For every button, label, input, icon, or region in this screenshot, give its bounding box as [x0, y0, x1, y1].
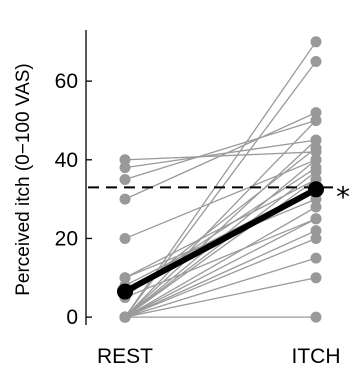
subject-line-18	[124, 206, 317, 318]
y-ticks-group: 0 20 40 60	[55, 70, 92, 329]
significance-star: *	[336, 180, 350, 213]
subject-dot-itch-16	[310, 154, 322, 166]
y-axis-label: Perceived itch (0−100 VAS)	[13, 63, 34, 296]
subject-line-20	[124, 257, 317, 318]
subject-dot-itch-14	[310, 114, 322, 126]
subject-line-2	[124, 139, 317, 169]
subject-dot-itch-19	[310, 232, 322, 244]
y-tick-label-60: 60	[55, 70, 78, 93]
subject-line-21	[124, 277, 317, 318]
subject-line-4	[124, 112, 317, 200]
subject-line-23	[124, 171, 317, 318]
subject-line-24	[124, 230, 317, 318]
subject-line-14	[124, 120, 317, 318]
subject-dot-itch-12	[310, 36, 322, 48]
subject-dot-itch-21	[310, 272, 322, 284]
subject-dot-itch-20	[310, 252, 322, 264]
subject-dot-rest-1	[119, 154, 131, 166]
y-tick-label-40: 40	[55, 149, 78, 172]
subject-dot-itch-23	[310, 166, 322, 178]
mean-dot-itch	[308, 181, 324, 198]
subject-dot-itch-13	[310, 55, 322, 67]
subject-line-3	[124, 119, 317, 181]
category-label-itch: ITCH	[292, 345, 341, 368]
y-tick-label-0: 0	[66, 306, 78, 329]
subject-dot-rest-4	[119, 193, 131, 205]
mean-dot-rest	[117, 283, 133, 300]
subject-line-19	[124, 237, 317, 318]
subject-line-5	[124, 159, 317, 240]
subject-dot-itch-4	[310, 107, 322, 119]
subject-dot-rest-5	[119, 232, 131, 244]
subject-dot-itch-11	[310, 142, 322, 154]
subject-dot-itch-24	[310, 225, 322, 237]
subject-dot-itch-25	[310, 213, 322, 225]
subject-line-25	[124, 218, 317, 318]
category-label-rest: REST	[97, 345, 153, 368]
subject-dot-itch-22	[310, 311, 322, 323]
subject-dot-itch-15	[310, 134, 322, 146]
mean-line	[122, 186, 319, 295]
subject-dot-rest-25	[119, 311, 131, 323]
subject-line-17	[124, 178, 317, 318]
subject-dot-rest-3	[119, 173, 131, 185]
subject-dot-rest-7	[119, 272, 131, 284]
y-tick-label-20: 20	[55, 227, 78, 250]
subject-line-15	[124, 139, 317, 318]
subject-dot-itch-18	[310, 201, 322, 213]
subject-dot-rest-2	[119, 162, 131, 174]
